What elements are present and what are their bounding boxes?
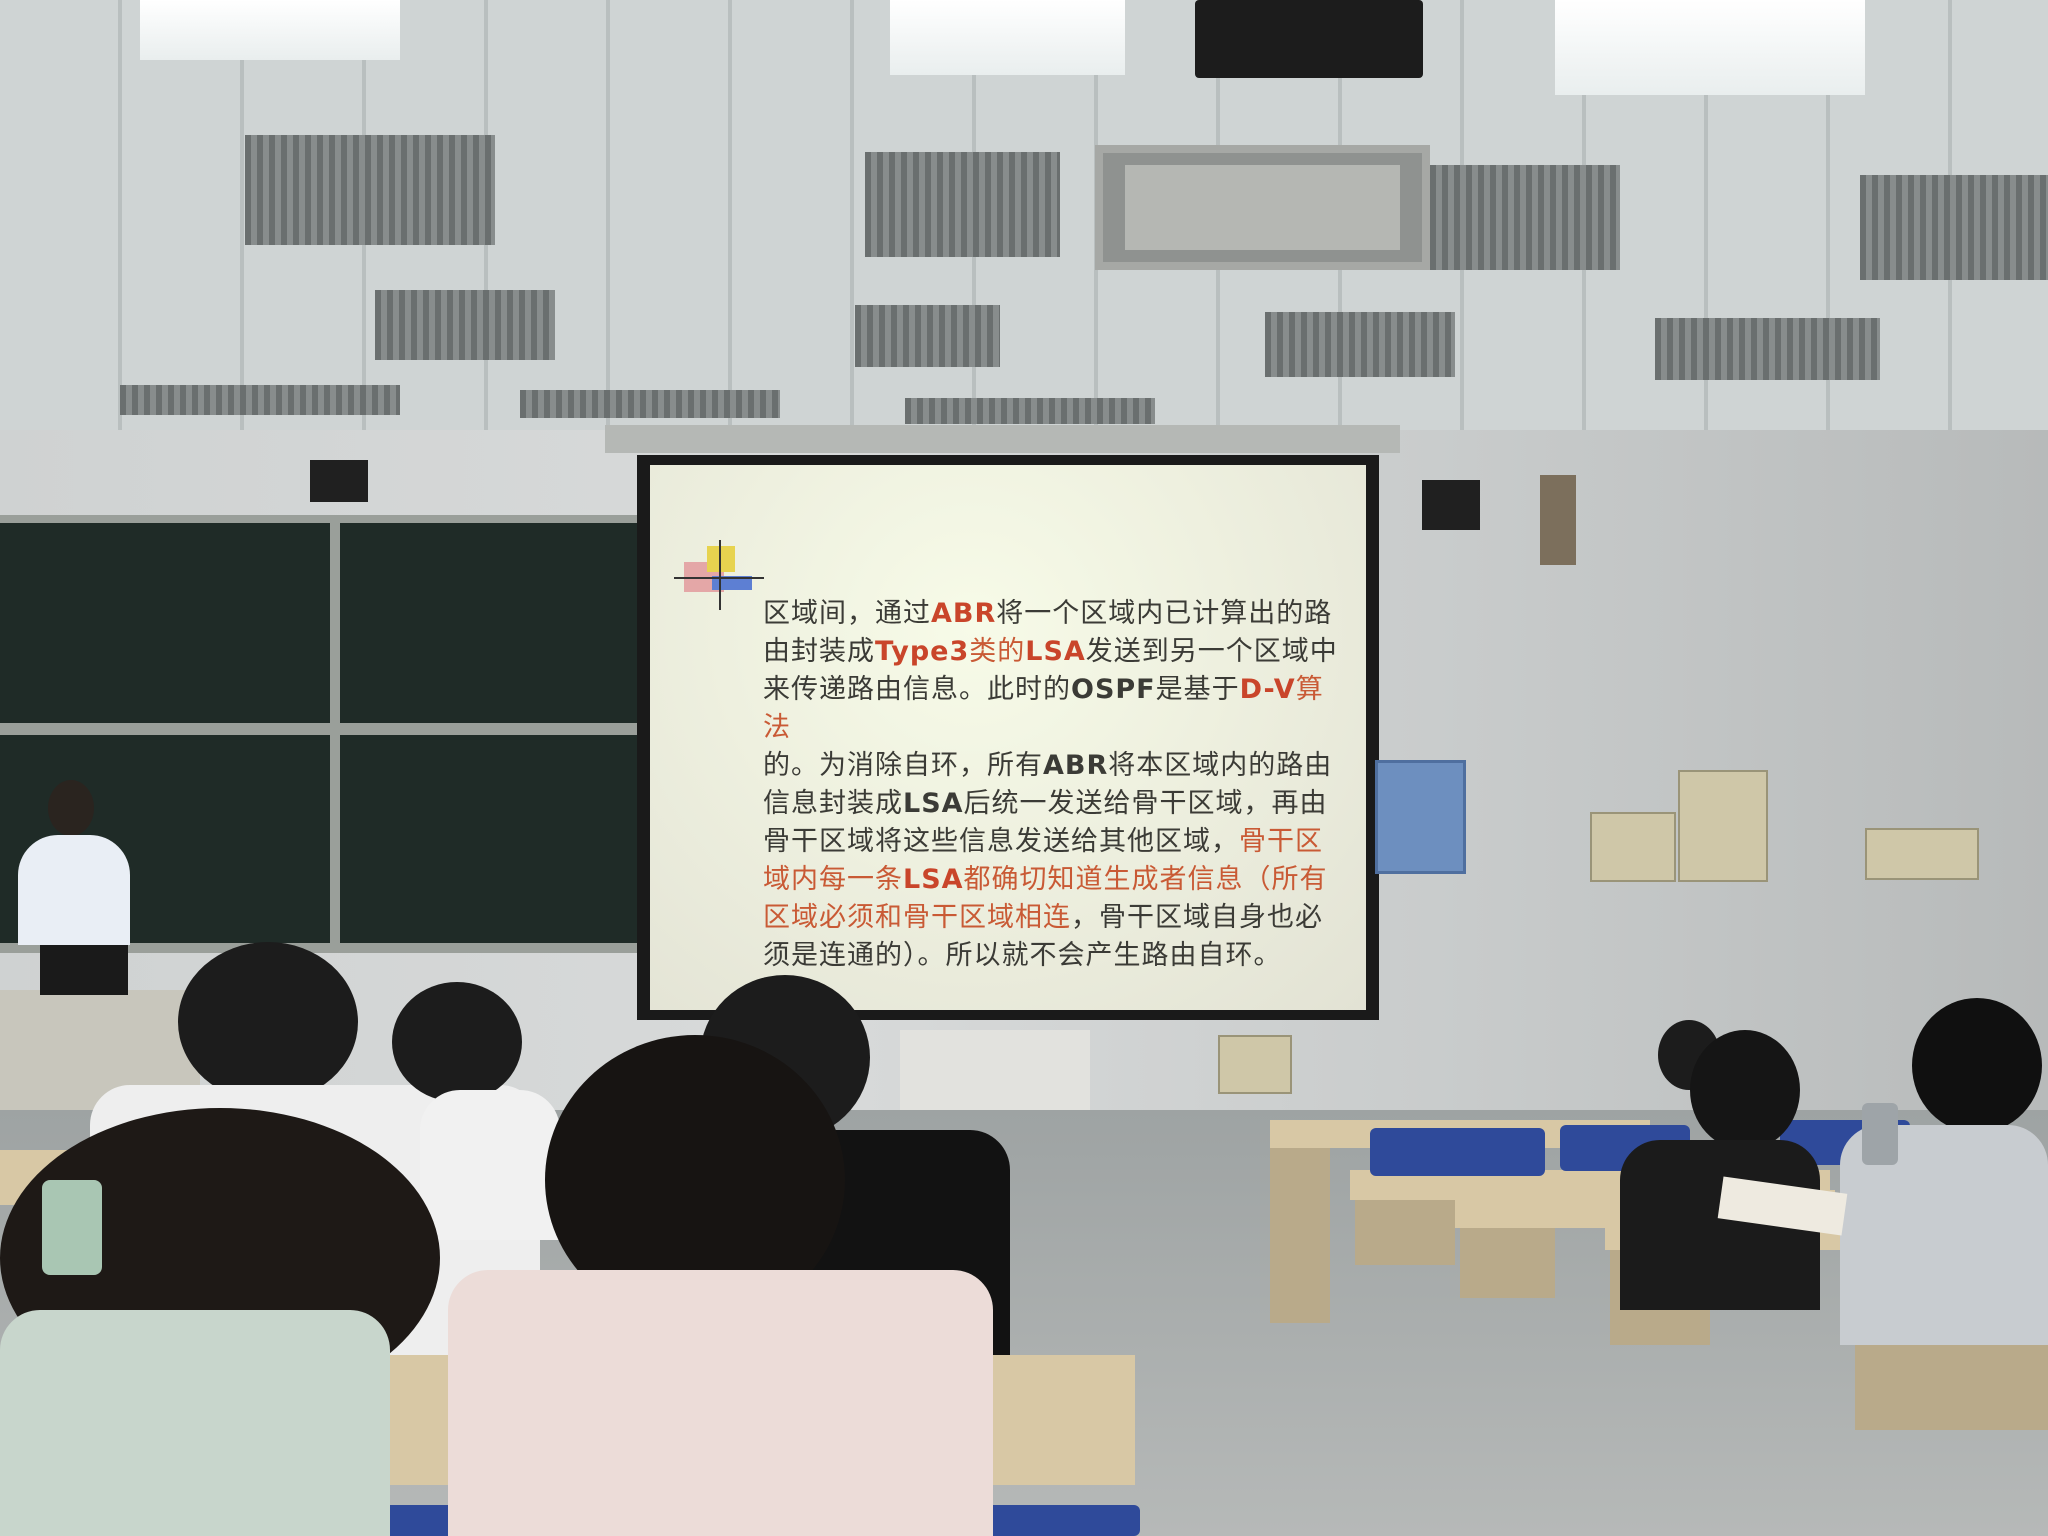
ceiling-vent	[1860, 175, 2048, 280]
teacher-legs	[40, 945, 128, 995]
slide-text-segment: ，骨干区域自身也必 须是连通的）。所以就不会产生路由自环。	[763, 902, 1323, 971]
slide-text-segment: 都确切知道生成者信息（所有 区域必须和骨干区域相连	[763, 864, 1328, 933]
wall-panel	[1678, 770, 1768, 882]
slide-text-segment: ABR	[1043, 750, 1109, 781]
wall-panel	[1590, 812, 1676, 882]
ceiling	[0, 0, 2048, 440]
wall-speaker	[310, 460, 368, 502]
ceiling-vent	[905, 398, 1155, 424]
air-conditioner-grille	[1125, 165, 1400, 250]
wall-speaker	[1540, 475, 1576, 565]
desk	[1270, 1148, 1330, 1323]
slide-text-segment: Type3	[875, 636, 970, 667]
wall-panel	[1865, 828, 1979, 880]
desk	[1355, 1200, 1455, 1265]
slide-text-segment: 骨干区 域内每一条	[763, 826, 1323, 895]
slide-text-segment: LSA	[903, 864, 964, 895]
slide-text-segment: 算法	[763, 674, 1324, 743]
ceiling-light	[140, 0, 400, 60]
ceiling-vent	[520, 390, 780, 418]
student-head	[392, 982, 522, 1102]
ceiling-vent	[120, 385, 400, 415]
slide-text-segment: 是基于	[1155, 674, 1240, 705]
slide-text-segment: ABR	[931, 598, 997, 629]
slide-logo-icon	[674, 540, 764, 610]
slide-text-segment: LSA	[1025, 636, 1086, 667]
ceiling-vent	[1265, 312, 1455, 377]
slide-text-segment: 后统一发送给骨干区域，再由 骨干区域将这些信息发送给其他区域，	[763, 788, 1328, 857]
student-head	[1912, 998, 2042, 1133]
chalkboard-divider	[330, 523, 340, 943]
student-head	[1690, 1030, 1800, 1150]
slide-text-segment: 将一个区域内已计算出的路 由封装成	[763, 598, 1333, 667]
projector	[1195, 0, 1423, 78]
student-head	[178, 942, 358, 1102]
slide-text-segment: 将本区域内的路由 信息封装成	[763, 750, 1333, 819]
student-body	[448, 1270, 993, 1536]
teacher-head	[48, 780, 94, 836]
water-bottle	[1862, 1103, 1898, 1165]
slide-text-segment: LSA	[903, 788, 964, 819]
ceiling-vent	[865, 152, 1060, 257]
chair	[1370, 1128, 1545, 1176]
slide-text-segment: OSPF	[1071, 674, 1156, 705]
desk	[1460, 1228, 1555, 1298]
wall-poster	[1375, 760, 1466, 874]
ceiling-vent	[245, 135, 495, 245]
ceiling-vent	[855, 305, 1000, 367]
student-body	[420, 1090, 560, 1240]
chalkboard-divider	[0, 723, 650, 735]
slide-text-segment: 的。为消除自环，所有	[763, 750, 1043, 781]
ceiling-light	[890, 0, 1125, 75]
slide-text-segment: 发送到另一个区域中 来传递路由信息。此时的	[763, 636, 1338, 705]
podium-stand	[900, 1030, 1090, 1125]
teacher-body	[18, 835, 130, 945]
slide-text-segment: D-V	[1239, 674, 1296, 705]
ceiling-vent	[1655, 318, 1880, 380]
wall-speaker	[1422, 480, 1480, 530]
student-body	[0, 1310, 390, 1536]
projection-screen: 区域间，通过ABR将一个区域内已计算出的路 由封装成Type3类的LSA发送到另…	[650, 465, 1366, 1010]
screen-housing	[605, 425, 1400, 453]
slide-body-text: 区域间，通过ABR将一个区域内已计算出的路 由封装成Type3类的LSA发送到另…	[763, 595, 1343, 975]
ceiling-vent	[375, 290, 555, 360]
slide-text-segment: 区域间，通过	[763, 598, 931, 629]
wall-panel	[1218, 1035, 1292, 1094]
water-bottle	[42, 1180, 102, 1275]
ceiling-light	[1555, 0, 1865, 95]
slide-text-segment: 类的	[969, 636, 1026, 667]
